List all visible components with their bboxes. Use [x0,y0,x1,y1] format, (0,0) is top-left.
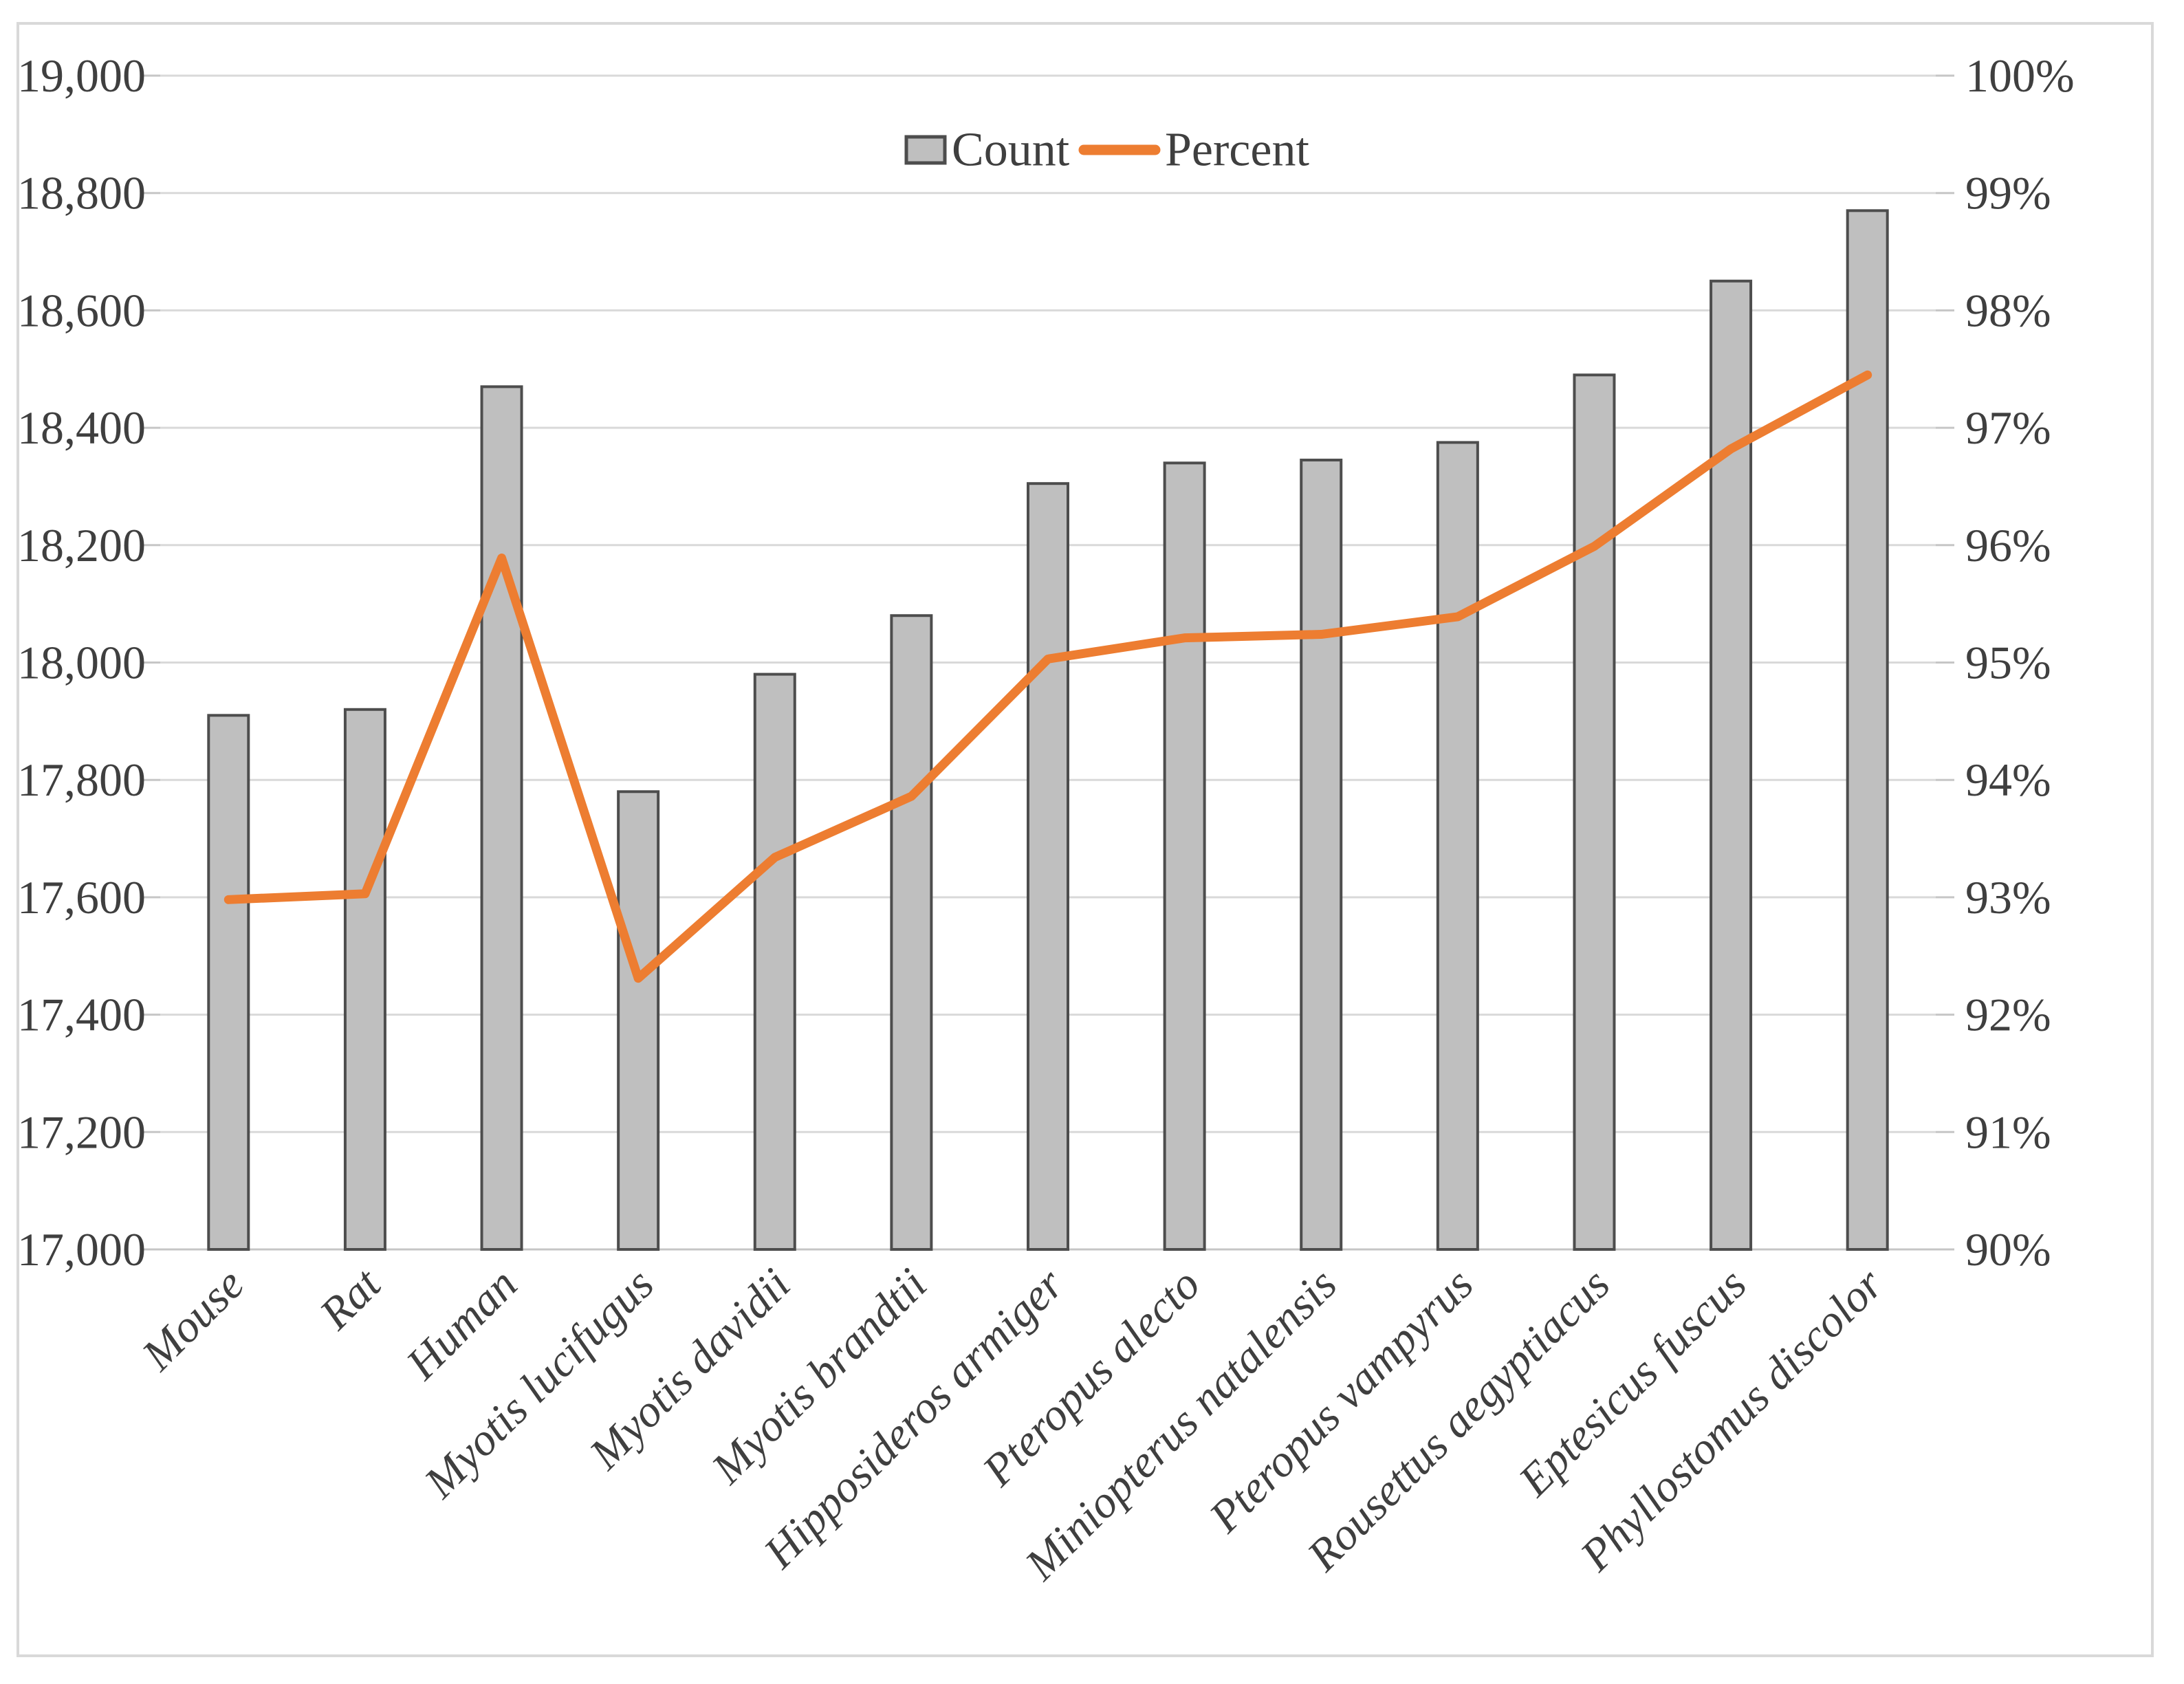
left-axis-tick-label: 17,000 [17,1223,146,1276]
count-bar [1573,373,1616,1251]
left-axis-tick-label: 19,000 [17,50,146,102]
count-bar [890,614,933,1251]
right-axis-tick-label: 100% [1965,50,2075,102]
legend-count-label: Count [952,124,1070,177]
left-axis-tick-label: 17,800 [17,754,146,806]
right-axis-tick-label: 95% [1965,637,2051,689]
left-axis-tick-label: 18,000 [17,637,146,689]
count-bar [207,714,250,1251]
left-axis-tick-label: 18,800 [17,167,146,219]
count-bar [1846,209,1889,1251]
left-axis-tick-label: 18,400 [17,402,146,454]
count-bar [1027,482,1069,1251]
right-axis-tick-label: 92% [1965,989,2051,1041]
right-axis-tick-label: 98% [1965,284,2051,336]
count-bar [480,385,523,1251]
left-axis-tick-label: 17,600 [17,871,146,923]
percent-line [223,370,1872,983]
left-axis-tick-label: 17,400 [17,989,146,1041]
left-axis-tick-label: 18,600 [17,284,146,336]
chart-border [17,22,2154,1657]
count-bar [1300,459,1343,1251]
count-bar [1163,461,1206,1251]
right-axis-tick-label: 90% [1965,1223,2051,1276]
left-axis-tick-label: 17,200 [17,1106,146,1158]
left-axis-tick-label: 18,200 [17,519,146,571]
legend-count-swatch [904,135,947,165]
right-axis-tick-label: 91% [1965,1106,2051,1158]
count-bar [343,708,386,1251]
right-axis-tick-label: 93% [1965,871,2051,923]
count-bar [1436,441,1479,1251]
count-bar [753,672,796,1251]
right-axis-tick-label: 96% [1965,519,2051,571]
right-axis-tick-label: 97% [1965,402,2051,454]
right-axis-tick-label: 94% [1965,754,2051,806]
legend-percent-label: Percent [1165,124,1309,177]
right-axis-tick-label: 99% [1965,167,2051,219]
count-bar [1710,279,1753,1251]
count-bar [617,790,660,1251]
